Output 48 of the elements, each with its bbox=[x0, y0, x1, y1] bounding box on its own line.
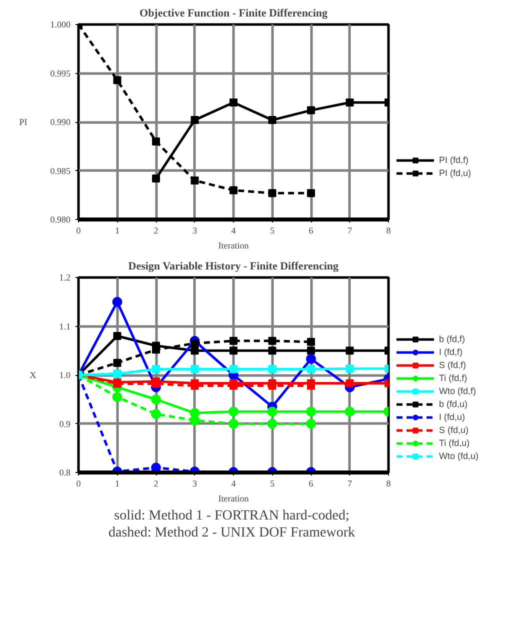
x-tick-label: 2 bbox=[154, 226, 158, 236]
x-axis-title: Iteration bbox=[218, 494, 250, 504]
y-tick-label: 0.990 bbox=[50, 117, 71, 127]
y-tick-label: 0.995 bbox=[50, 68, 71, 78]
legend-label: Wto (fd,f) bbox=[439, 385, 476, 397]
x-tick-label: 5 bbox=[270, 478, 275, 488]
x-tick-label: 0 bbox=[76, 226, 82, 236]
legend-label: Ti (fd,f) bbox=[439, 372, 468, 384]
x-tick-label: 0 bbox=[76, 478, 82, 488]
legend-label: b (fd,f) bbox=[439, 333, 466, 345]
x-tick-label: 2 bbox=[154, 478, 158, 488]
x-tick-label: 8 bbox=[386, 226, 392, 236]
x-tick-label: 7 bbox=[348, 226, 352, 236]
y-tick-label: 0.8 bbox=[59, 468, 71, 478]
x-tick-label: 1 bbox=[115, 478, 120, 488]
y-axis-title: X bbox=[30, 370, 37, 380]
y-tick-label: 0.980 bbox=[50, 214, 71, 224]
text: solid: Method 1 - FORTRAN hard-coded; bbox=[114, 508, 350, 524]
x-tick-label: 1 bbox=[115, 226, 120, 236]
x-tick-label: 6 bbox=[308, 478, 314, 488]
x-axis-title: Iteration bbox=[218, 240, 250, 250]
y-tick-label: 1.0 bbox=[59, 370, 71, 380]
text: dashed: Method 2 - UNIX DOF Framework bbox=[108, 526, 356, 540]
legend-label: S (fd,u) bbox=[439, 424, 469, 436]
y-axis-title: PI bbox=[19, 117, 28, 127]
legend-label: Ti (fd,u) bbox=[439, 437, 470, 449]
x-tick-label: 4 bbox=[231, 226, 236, 236]
x-tick-label: 5 bbox=[270, 226, 275, 236]
x-tick-label: 4 bbox=[231, 478, 236, 488]
legend-label: I (fd,u) bbox=[439, 411, 466, 423]
chart-title: Objective Function - Finite Differencing bbox=[140, 8, 328, 20]
legend-label: S (fd,f) bbox=[439, 359, 466, 371]
legend-label: PI (fd,f) bbox=[439, 154, 469, 166]
chart-title: Design Variable History - Finite Differencing bbox=[128, 260, 340, 272]
legend-label: PI (fd,u) bbox=[439, 167, 472, 179]
x-tick-label: 7 bbox=[348, 478, 352, 488]
legend-label: I (fd,f) bbox=[439, 346, 463, 358]
legend-label: b (fd,u) bbox=[439, 398, 468, 410]
y-tick-label: 0.9 bbox=[59, 418, 71, 429]
x-tick-label: 3 bbox=[192, 226, 198, 236]
x-tick-label: 8 bbox=[386, 478, 392, 488]
y-tick-label: 0.985 bbox=[50, 166, 71, 176]
x-tick-label: 6 bbox=[308, 226, 314, 236]
legend-label: Wto (fd,u) bbox=[439, 450, 479, 462]
y-tick-label: 1.1 bbox=[59, 321, 70, 332]
y-tick-label: 1.000 bbox=[50, 20, 71, 30]
x-tick-label: 3 bbox=[192, 478, 198, 488]
y-tick-label: 1.2 bbox=[59, 272, 70, 282]
